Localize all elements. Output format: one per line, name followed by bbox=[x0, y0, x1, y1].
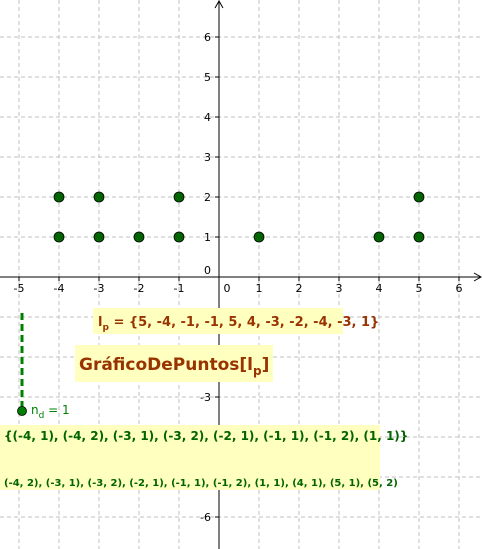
point bbox=[373, 231, 385, 243]
x-tick-label: 1 bbox=[256, 282, 263, 295]
y-tick-label: 2 bbox=[204, 191, 211, 204]
point bbox=[173, 231, 185, 243]
x-tick-label: 0 bbox=[224, 282, 231, 295]
point bbox=[93, 191, 105, 203]
point bbox=[93, 231, 105, 243]
x-tick-label: -2 bbox=[134, 282, 145, 295]
x-tick-label: -3 bbox=[94, 282, 105, 295]
point bbox=[413, 231, 425, 243]
point bbox=[53, 231, 65, 243]
slider-point[interactable] bbox=[17, 406, 27, 416]
command-label: GráficoDePuntos[lp] bbox=[79, 355, 269, 378]
x-axis-arrow bbox=[473, 272, 482, 282]
point bbox=[133, 231, 145, 243]
y-tick-label: 3 bbox=[204, 151, 211, 164]
points-line: {(-4, 1), (-4, 2), (-3, 1), (-3, 2), (-2… bbox=[4, 429, 408, 443]
x-tick-label: 6 bbox=[456, 282, 463, 295]
y-tick-label: 4 bbox=[204, 111, 211, 124]
point bbox=[253, 231, 265, 243]
y-axis-arrow bbox=[214, 0, 224, 9]
y-tick-label: 0 bbox=[204, 264, 211, 277]
x-tick-label: 3 bbox=[336, 282, 343, 295]
list-label: lp = {5, -4, -1, -1, 5, 4, -3, -2, -4, -… bbox=[98, 315, 379, 333]
slider-label: nd = 1 bbox=[31, 403, 70, 421]
x-tick-label: 2 bbox=[296, 282, 303, 295]
x-tick-label: -1 bbox=[174, 282, 185, 295]
y-tick-label: -6 bbox=[200, 511, 211, 524]
y-tick-label: 1 bbox=[204, 231, 211, 244]
points-line: (-4, 2), (-3, 1), (-3, 2), (-2, 1), (-1,… bbox=[4, 478, 398, 489]
y-tick-label: 6 bbox=[204, 31, 211, 44]
x-tick-label: 5 bbox=[416, 282, 423, 295]
point bbox=[53, 191, 65, 203]
y-tick-label: 5 bbox=[204, 71, 211, 84]
point bbox=[413, 191, 425, 203]
x-tick-label: -4 bbox=[54, 282, 65, 295]
point-layer bbox=[53, 191, 425, 243]
list-box bbox=[93, 308, 343, 334]
point bbox=[173, 191, 185, 203]
x-tick-label: -5 bbox=[14, 282, 25, 295]
y-tick-label: -3 bbox=[200, 391, 211, 404]
x-tick-label: 4 bbox=[376, 282, 383, 295]
points-box bbox=[0, 425, 380, 490]
command-box bbox=[75, 345, 273, 382]
